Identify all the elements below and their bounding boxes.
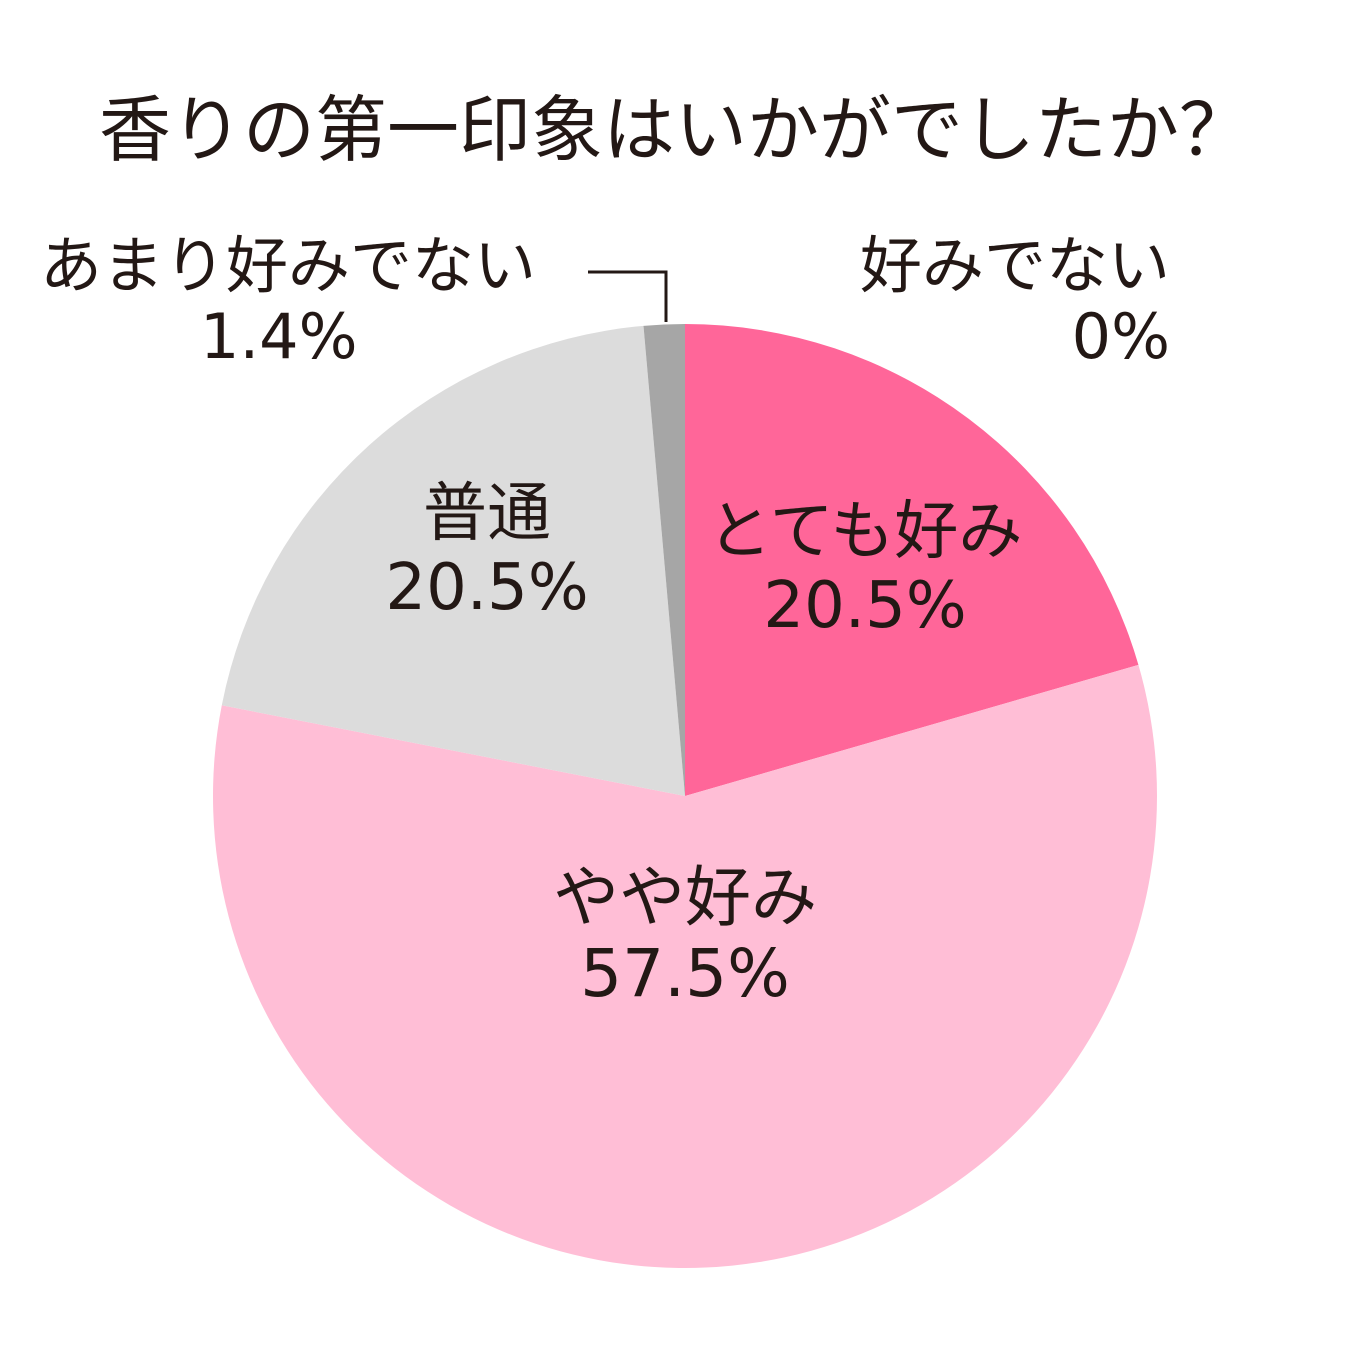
pie-slice-somewhat-like — [213, 664, 1158, 1268]
chart-title: 香りの第一印象はいかがでしたか？ — [98, 88, 1251, 172]
slice-name-dislike: 好みでない — [859, 229, 1170, 302]
leader-line-not-really — [588, 270, 668, 322]
pie-slices — [213, 324, 1158, 1268]
pie-slice-neutral — [221, 325, 686, 796]
slice-label-not-really: あまり好みでない 1.4% — [40, 230, 620, 373]
slice-value-dislike: 0% — [1071, 300, 1170, 374]
slice-value-somewhat-like: 57.5% — [580, 934, 790, 1012]
slice-label-somewhat-like: やや好み 57.5% — [485, 860, 885, 1012]
slice-label-neutral: 普通 20.5% — [332, 477, 642, 625]
slice-label-dislike: 好みでない 0% — [790, 230, 1170, 373]
slice-label-very-like: とても好み 20.5% — [695, 495, 1035, 643]
slice-value-not-really: 1.4% — [200, 300, 358, 374]
pie-slice-not-really — [643, 324, 685, 796]
slice-value-neutral: 20.5% — [385, 550, 589, 625]
slice-name-not-really: あまり好みでない — [40, 229, 537, 302]
slice-name-neutral: 普通 — [423, 477, 551, 551]
slice-name-somewhat-like: やや好み — [553, 859, 817, 936]
pie-slice-very-like — [685, 324, 1139, 796]
slice-value-very-like: 20.5% — [763, 568, 967, 643]
slice-name-very-like: とても好み — [707, 495, 1023, 569]
